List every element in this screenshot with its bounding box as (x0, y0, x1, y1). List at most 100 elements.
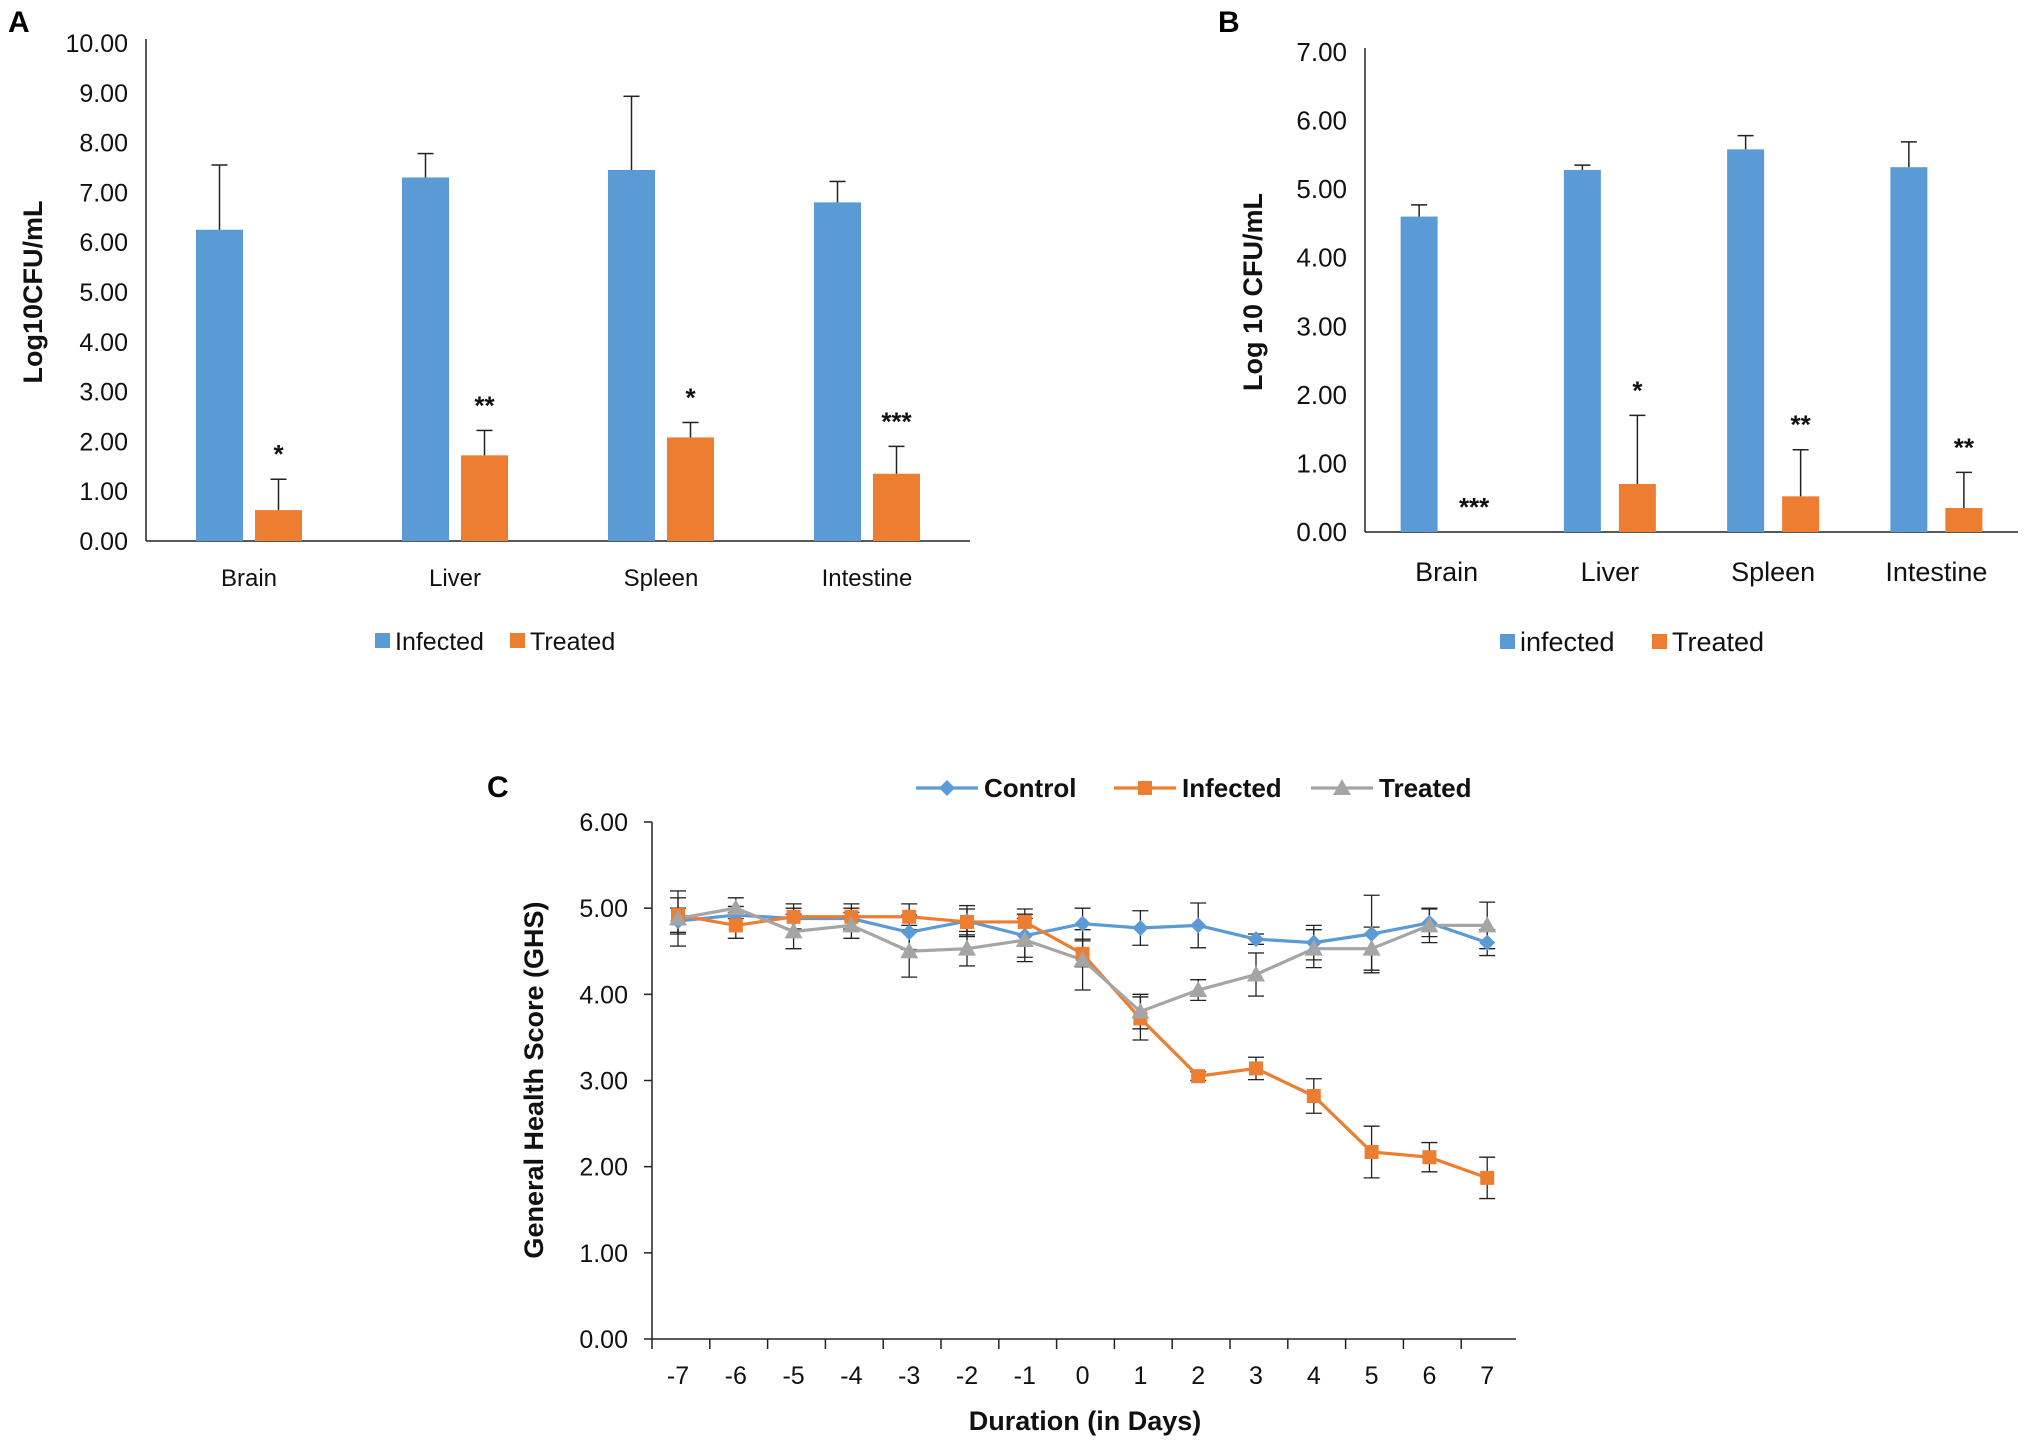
x-tick-label: -5 (782, 1362, 804, 1390)
legend-marker-treated (1333, 779, 1351, 795)
x-axis-title: Duration (in Days) (969, 1406, 1202, 1436)
bar-treated-spleen (667, 437, 714, 541)
data-point-infected (1306, 1089, 1321, 1104)
bar-infected-liver (1563, 169, 1601, 532)
x-tick-label: -2 (956, 1362, 978, 1390)
y-tick-label: 2.00 (1296, 380, 1347, 410)
y-tick-label: 5.00 (1296, 174, 1347, 204)
y-tick-label: 6.00 (79, 229, 128, 257)
data-point-treated (726, 899, 745, 916)
bar-treated-intestine (1945, 508, 1983, 532)
y-tick-label: 2.00 (79, 428, 128, 456)
data-point-control (1479, 934, 1496, 951)
y-tick-label: 5.00 (79, 279, 128, 307)
data-point-infected (1249, 1061, 1263, 1076)
x-tick-label: -6 (725, 1362, 747, 1390)
significance-marker: ** (474, 390, 495, 420)
y-tick-label: 6.00 (1296, 106, 1347, 136)
x-category-label: Brain (221, 565, 277, 592)
data-point-treated (1015, 931, 1034, 948)
data-point-infected (1191, 1069, 1206, 1084)
significance-marker: * (685, 382, 696, 412)
significance-marker: * (1632, 375, 1643, 405)
x-category-label: Intestine (822, 565, 913, 592)
y-axis-title: Log 10 CFU/mL (1238, 193, 1268, 391)
y-tick-label: 0.00 (1296, 517, 1347, 547)
bar-infected-intestine (1890, 167, 1928, 532)
bar-infected-intestine (814, 202, 861, 542)
bar-infected-spleen (608, 169, 655, 542)
data-point-control (1190, 917, 1207, 934)
data-point-infected (786, 909, 801, 924)
bar-infected-spleen (1727, 149, 1765, 532)
data-point-treated (784, 922, 803, 939)
y-axis-title: General Health Score (GHS) (519, 901, 549, 1258)
legend-swatch-infected (1500, 634, 1515, 649)
significance-marker: *** (881, 406, 912, 436)
data-point-infected (1364, 1145, 1379, 1160)
significance-marker: * (273, 439, 284, 469)
panel-a-bar-chart: A 0.00 1.00 2.00 3.00 4.00 5.00 6.00 7.00 8.00 9.0… (8, 6, 970, 656)
bar-infected-liver (402, 177, 449, 541)
data-point-control (1248, 931, 1264, 948)
x-category-label: Liver (429, 565, 481, 592)
y-tick-label: 0.00 (79, 528, 128, 556)
y-tick-label: 3.00 (579, 1068, 628, 1096)
legend-label-treated: Treated (530, 628, 615, 656)
bar-infected-brain (1400, 216, 1438, 533)
x-tick-label: -1 (1014, 1362, 1036, 1390)
data-point-control (901, 924, 918, 941)
x-category-label: Brain (1415, 557, 1478, 587)
panel-c-line-chart: C 0.00 1.00 2.00 3.00 4.00 5.00 6.00 -7 -6 -5 -4 -3 -… (487, 771, 1516, 1436)
y-tick-label: 4.00 (79, 329, 128, 357)
y-tick-label: 1.00 (79, 478, 128, 506)
x-tick-label: -7 (667, 1362, 689, 1390)
y-tick-label: 1.00 (1296, 448, 1347, 478)
legend-marker-control (939, 780, 955, 796)
panel-label: C (487, 771, 509, 804)
legend-label-infected: Infected (395, 628, 484, 656)
legend-swatch-treated (510, 633, 525, 648)
data-point-treated (1131, 1002, 1150, 1019)
data-point-control (1132, 919, 1149, 936)
y-tick-label: 8.00 (79, 130, 128, 158)
data-point-treated (958, 939, 976, 956)
data-point-treated (1362, 939, 1381, 956)
x-tick-label: 6 (1422, 1362, 1436, 1390)
significance-marker: *** (1459, 492, 1490, 522)
data-point-treated (1478, 916, 1497, 933)
legend-label-treated: Treated (1379, 773, 1472, 803)
data-point-infected (1017, 914, 1032, 929)
bar-treated-spleen (1782, 496, 1820, 532)
bar-treated-liver (461, 455, 508, 541)
x-category-label: Intestine (1885, 557, 1987, 587)
bar-treated-brain (255, 510, 302, 541)
y-tick-label: 9.00 (79, 80, 128, 108)
legend-label-infected: infected (1520, 627, 1615, 657)
significance-marker: ** (1791, 410, 1812, 440)
legend-swatch-treated (1652, 634, 1667, 649)
significance-marker: ** (1954, 432, 1975, 462)
data-point-infected (728, 918, 743, 933)
data-point-infected (1422, 1150, 1437, 1165)
x-tick-label: 0 (1076, 1362, 1090, 1390)
y-axis-title: Log10CFU/mL (18, 200, 48, 383)
x-tick-label: 3 (1249, 1362, 1263, 1390)
x-tick-label: 4 (1307, 1362, 1321, 1390)
panel-b-bar-chart: B0.001.002.003.004.005.006.007.00Brain**… (1218, 6, 2018, 657)
data-point-treated (1420, 916, 1439, 933)
x-tick-label: 7 (1480, 1362, 1494, 1390)
y-tick-label: 4.00 (579, 981, 628, 1009)
data-point-treated (669, 909, 687, 926)
legend-swatch-infected (375, 633, 390, 648)
legend-label-control: Control (984, 773, 1076, 803)
y-tick-label: 1.00 (579, 1240, 628, 1268)
data-point-treated (1189, 981, 1208, 998)
y-tick-label: 3.00 (1296, 311, 1347, 341)
y-tick-label: 0.00 (579, 1326, 628, 1354)
data-point-infected (960, 914, 974, 929)
x-tick-label: 5 (1365, 1362, 1379, 1390)
x-tick-label: 1 (1133, 1362, 1147, 1390)
data-point-control (1363, 926, 1380, 943)
